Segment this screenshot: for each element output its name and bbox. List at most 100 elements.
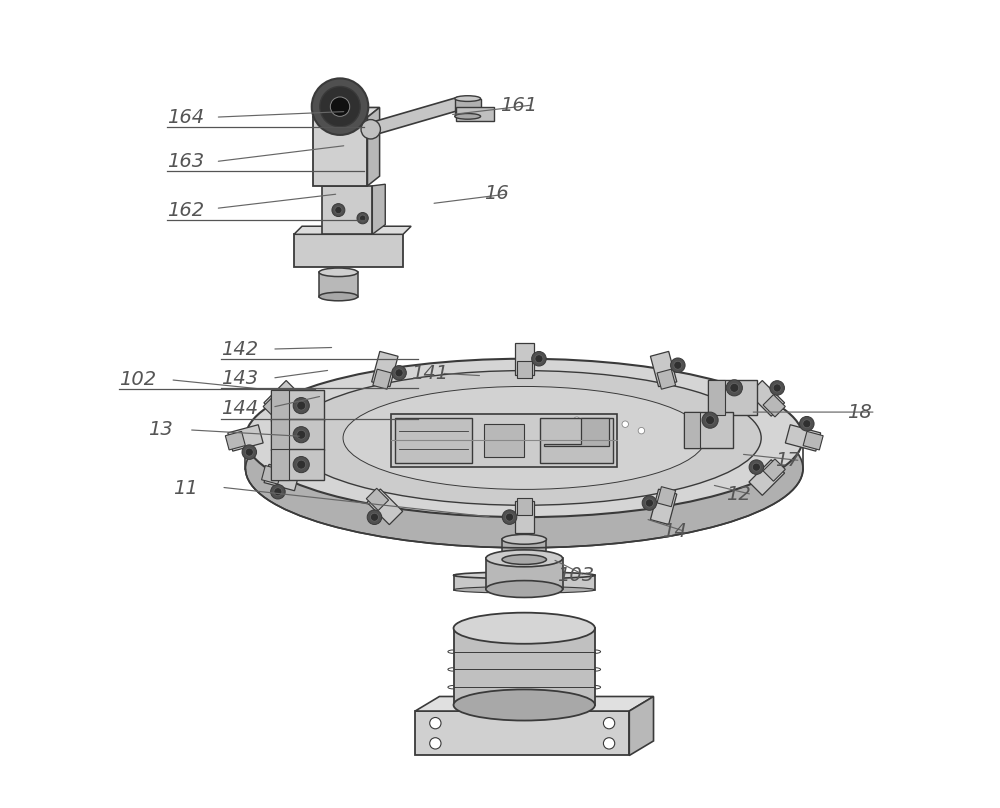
Polygon shape [373,369,391,389]
Text: 162: 162 [167,200,204,220]
Circle shape [803,419,811,427]
Polygon shape [366,488,389,511]
Bar [271,419,324,450]
Circle shape [271,485,285,499]
Polygon shape [225,431,245,450]
Polygon shape [228,425,263,451]
Circle shape [312,78,368,135]
Ellipse shape [287,371,761,505]
Circle shape [532,351,546,366]
Bar [294,234,403,267]
Circle shape [293,398,309,414]
Text: 17: 17 [775,451,799,470]
Ellipse shape [245,359,803,517]
Text: 102: 102 [119,370,156,389]
Circle shape [603,738,615,749]
Bar [454,575,595,590]
Ellipse shape [454,689,595,721]
Text: 161: 161 [500,95,537,115]
Circle shape [800,416,814,431]
Circle shape [335,207,342,213]
Polygon shape [369,97,461,136]
Circle shape [535,355,543,363]
Bar [319,272,358,297]
Bar [271,390,289,421]
Text: 144: 144 [221,399,258,419]
Text: 14: 14 [662,522,686,541]
Ellipse shape [455,113,481,120]
Polygon shape [294,226,411,234]
Circle shape [332,204,345,217]
Bar [456,107,494,121]
Text: 143: 143 [221,368,258,388]
Polygon shape [657,369,676,389]
Text: 16: 16 [484,184,509,204]
Bar [322,186,372,234]
Circle shape [622,421,628,427]
Circle shape [293,427,309,443]
Bar [484,423,524,457]
Polygon shape [763,394,785,417]
Circle shape [430,738,441,749]
Polygon shape [415,696,654,711]
Polygon shape [515,343,534,374]
Circle shape [590,423,596,430]
Ellipse shape [343,386,705,490]
Polygon shape [785,425,821,451]
Text: 163: 163 [167,152,204,171]
Polygon shape [372,351,398,387]
Circle shape [392,365,406,380]
Bar [391,414,617,467]
Bar [271,449,289,480]
Polygon shape [263,394,285,417]
Text: 13: 13 [149,420,173,440]
Circle shape [702,412,718,428]
Polygon shape [650,489,677,524]
Ellipse shape [486,550,563,566]
Circle shape [297,401,306,410]
Circle shape [602,447,608,453]
Circle shape [674,361,682,369]
Circle shape [320,86,360,127]
Circle shape [395,369,403,377]
Ellipse shape [319,292,358,301]
Text: 142: 142 [221,339,258,359]
Bar [313,117,367,186]
Polygon shape [367,489,403,524]
Ellipse shape [486,581,563,597]
Bar [271,449,324,480]
Circle shape [370,513,378,521]
Circle shape [274,488,282,496]
Polygon shape [262,465,282,484]
Polygon shape [367,107,380,186]
Circle shape [730,383,739,392]
Polygon shape [517,361,532,377]
Polygon shape [264,381,300,416]
Polygon shape [544,419,609,446]
Circle shape [603,718,615,729]
Circle shape [606,431,612,437]
Circle shape [361,120,380,139]
Circle shape [645,499,653,507]
Circle shape [288,405,296,413]
Text: 18: 18 [847,402,872,422]
Circle shape [574,417,580,423]
Circle shape [297,461,306,469]
Text: 141: 141 [411,364,448,383]
Ellipse shape [245,389,803,548]
Circle shape [360,215,366,221]
Ellipse shape [454,572,595,579]
Bar [271,390,324,421]
Bar [540,419,613,462]
Polygon shape [657,486,676,507]
Polygon shape [313,107,380,117]
Bar [502,540,546,559]
Text: 11: 11 [173,479,198,499]
Circle shape [285,402,299,416]
Text: 164: 164 [167,107,204,127]
Bar [271,419,289,450]
Bar [708,380,757,415]
Polygon shape [749,460,785,495]
Bar [684,412,733,448]
Polygon shape [372,184,385,234]
